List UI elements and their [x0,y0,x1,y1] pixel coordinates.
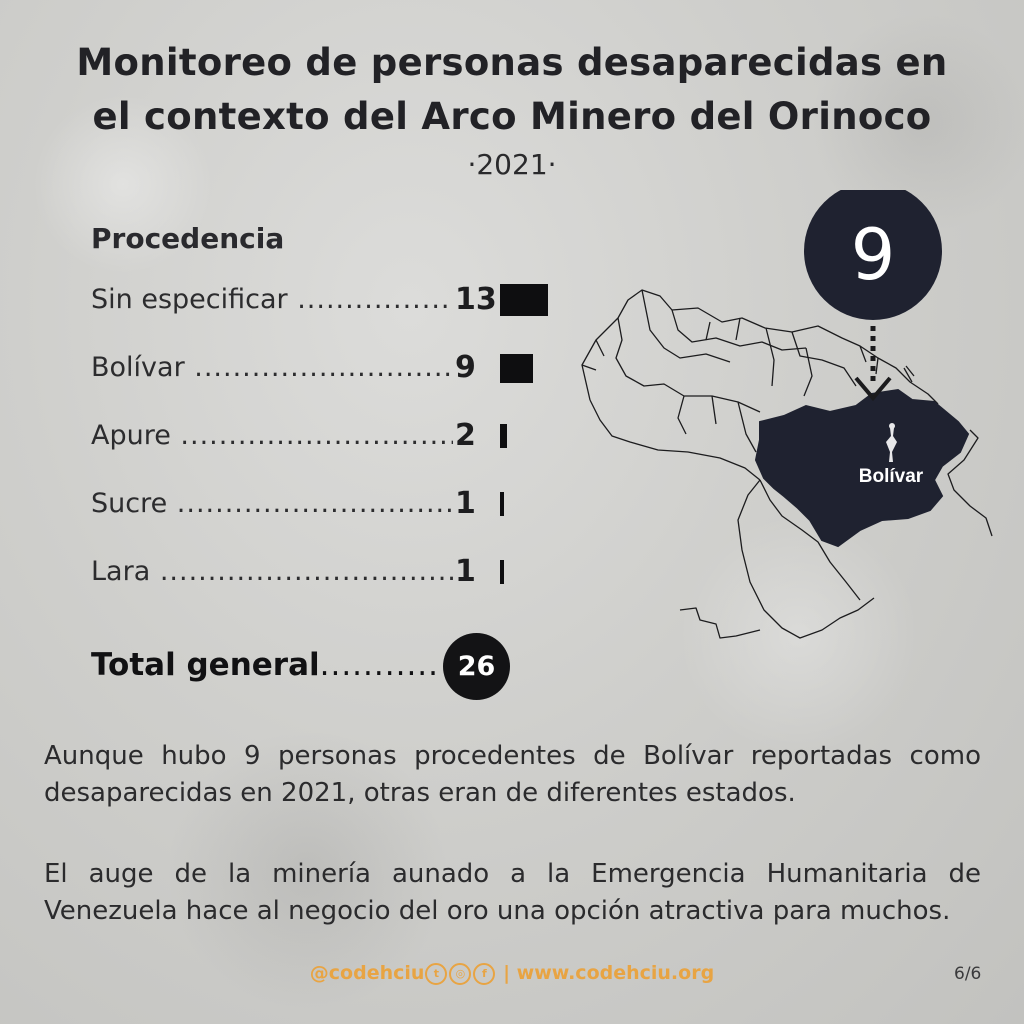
title-line-2: el contexto del Arco Minero del Orinoco [92,95,932,138]
venezuela-map: Bolívar 9 [581,190,993,639]
total-label: Total general............... [91,644,436,686]
twitter-icon[interactable]: t [425,962,448,985]
value-label: 1 [455,486,476,521]
count-value: 9 [851,214,896,296]
paragraph-2: El auge de la minería aunado a la Emerge… [44,859,981,926]
bolivar-map-label: Bolívar [859,466,924,487]
state-borders [581,289,993,639]
category-label: Apure [91,418,453,454]
year-label: ·2021· [467,148,557,181]
bar [500,560,504,584]
bar [500,492,504,516]
page-title: Monitoreo de personas desaparecidas en e… [30,36,994,144]
value-label: 9 [455,350,476,385]
footer: @codehciu t ◎ f | www.codehciu.org [0,962,1024,985]
pointer-arrowhead [854,376,892,402]
website-link[interactable]: www.codehciu.org [516,962,715,984]
category-label: Sucre [91,486,453,522]
count-circle [804,190,942,320]
mining-icon [886,423,897,462]
total-label-text: Total general [91,647,320,683]
category-label: Sin especificar [91,282,453,318]
footer-separator: | [503,962,511,984]
paragraph-1: Aunque hubo 9 personas procedentes de Bo… [44,741,981,808]
total-dots: ............... [319,647,436,683]
facebook-icon[interactable]: f [473,962,496,985]
bar [500,353,534,383]
bar [500,424,508,448]
social-handle[interactable]: @codehciu [309,962,425,984]
bolivar-region [754,388,970,548]
value-label: 13 [455,282,497,317]
page-number: 6/6 [954,964,982,984]
total-badge: 26 [443,633,510,700]
bar [500,284,548,316]
chart-title: Procedencia [91,222,285,255]
value-label: 2 [455,418,476,453]
value-label: 1 [455,554,476,589]
category-label: Lara [91,554,453,590]
instagram-icon[interactable]: ◎ [449,962,472,985]
title-line-1: Monitoreo de personas desaparecidas en [76,41,948,84]
category-label: Bolívar [91,350,453,386]
